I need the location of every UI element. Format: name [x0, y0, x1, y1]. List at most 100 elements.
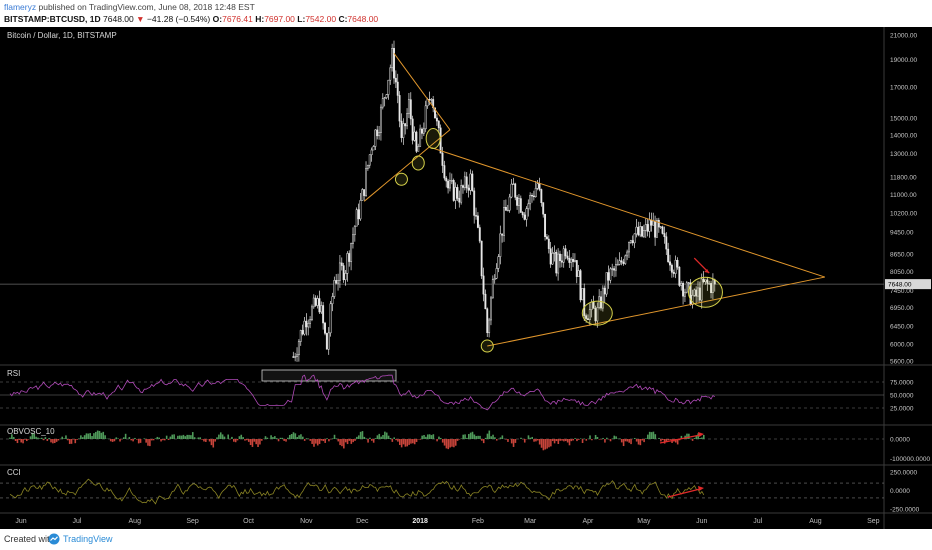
candle-body — [534, 188, 537, 198]
candle-body — [646, 224, 649, 232]
candle-body — [297, 341, 300, 356]
ohlc-line: BITSTAMP:BTCUSD, 1D 7648.00 ▼ −41.28 (−0… — [4, 14, 378, 24]
obv-tick-label: -100000.0000 — [890, 456, 931, 463]
candle-body — [600, 296, 602, 309]
candle-body — [476, 215, 479, 228]
candle-body — [376, 129, 379, 137]
candle-body — [562, 248, 565, 263]
cci-tick-label: 0.0000 — [890, 488, 910, 495]
axis-layer: 21000.00 19000.00 17000.00 15000.00 14000.00… — [15, 33, 931, 525]
candle-body — [555, 251, 558, 274]
candle-body — [432, 99, 435, 108]
candle-body — [374, 129, 377, 147]
highlight-circle — [394, 172, 408, 186]
time-tick-label: Sep — [867, 518, 880, 525]
candle-body — [678, 266, 681, 286]
candle-body — [396, 81, 399, 96]
obv-tick-label: 0.0000 — [890, 437, 910, 444]
obv-red-arrow-line — [659, 434, 701, 444]
time-tick-label: Dec — [356, 518, 369, 525]
candle-body — [560, 260, 563, 263]
candle-body — [353, 225, 356, 236]
chart-area[interactable]: 21000.00 19000.00 17000.00 15000.00 14000.00… — [0, 27, 932, 529]
candle-body — [471, 173, 474, 192]
symbol-line: BITSTAMP:BTCUSD, 1D — [4, 14, 101, 24]
candle-body — [674, 259, 677, 274]
high-label: H: — [255, 14, 265, 24]
candle-body — [480, 240, 483, 277]
rsi-tick-label: 75.0000 — [890, 380, 914, 387]
candle-body — [467, 187, 470, 191]
price-change: −41.28 (−0.54%) — [146, 14, 211, 24]
candle-body — [514, 183, 517, 198]
candle-body — [296, 354, 298, 357]
candle-body — [697, 287, 699, 297]
candle-body — [400, 120, 403, 138]
low-value: 7542.00 — [305, 14, 337, 24]
candle-body — [512, 183, 515, 185]
candle-body — [540, 189, 543, 203]
candle-body — [559, 253, 561, 262]
candle-body — [631, 240, 634, 244]
footer: Created with TradingView — [0, 529, 932, 550]
candle-body — [613, 268, 616, 271]
rsi-tick-label: 25.0000 — [890, 406, 914, 413]
candle-body — [499, 233, 502, 257]
highlight-circle — [581, 300, 613, 326]
publisher-username[interactable]: flameryz — [4, 2, 37, 12]
candle-body — [711, 279, 714, 294]
grid-layer — [0, 27, 932, 529]
tradingview-link[interactable]: TradingView — [63, 534, 113, 544]
candle-body — [441, 152, 444, 166]
cci-line — [9, 478, 705, 505]
candle-body — [557, 253, 560, 274]
price-tick-label: 14000.00 — [890, 133, 917, 140]
candle-body — [581, 288, 584, 301]
candle-body — [702, 278, 705, 283]
candle-body — [510, 183, 513, 198]
tradingview-logo-icon[interactable] — [48, 533, 60, 545]
last-price-tag-label: 7648.00 — [888, 282, 912, 289]
candle-body — [603, 287, 606, 295]
candle-body — [685, 282, 688, 293]
candle-body — [650, 219, 653, 226]
obv-red-arrow-head — [698, 432, 704, 437]
candle-body — [587, 318, 589, 321]
candle-body — [434, 107, 436, 119]
candle-body — [547, 238, 550, 249]
cci-tick-label: -250.0000 — [890, 507, 920, 514]
cci-red-arrow-line — [667, 488, 701, 498]
candle-body — [575, 260, 578, 277]
candle-body — [450, 180, 453, 182]
chart-svg[interactable]: 21000.00 19000.00 17000.00 15000.00 14000.00… — [0, 27, 932, 529]
candle-body — [521, 212, 524, 216]
time-tick-label: Nov — [300, 518, 313, 525]
candle-body — [443, 165, 446, 179]
low-label: L: — [297, 14, 306, 24]
price-tick-label: 17000.00 — [890, 85, 917, 92]
highlight-circle — [687, 276, 723, 308]
candle-body — [536, 183, 539, 189]
candle-body — [545, 236, 548, 240]
candle-body — [462, 185, 464, 188]
candle-body — [573, 260, 576, 262]
candle-body — [322, 305, 325, 324]
candle-body — [585, 315, 588, 319]
candle-body — [419, 128, 422, 147]
candle-body — [683, 291, 686, 297]
price-tick-label: 8650.00 — [890, 251, 914, 258]
price-tick-label: 13000.00 — [890, 151, 917, 158]
candle-body — [644, 224, 647, 231]
candle-body — [430, 99, 433, 101]
candle-body — [435, 117, 438, 122]
triangle-1-upper-line — [393, 52, 451, 131]
candle-body — [312, 297, 315, 308]
candle-body — [465, 176, 468, 189]
candle-body — [519, 198, 522, 213]
candle-body — [310, 306, 313, 320]
candle-body — [316, 298, 319, 306]
main-pane-title: Bitcoin / Dollar, 1D, BITSTAMP — [7, 31, 117, 40]
time-tick-label: 2018 — [412, 518, 428, 525]
candle-body — [452, 180, 455, 201]
price-tick-label: 11000.00 — [890, 192, 917, 199]
